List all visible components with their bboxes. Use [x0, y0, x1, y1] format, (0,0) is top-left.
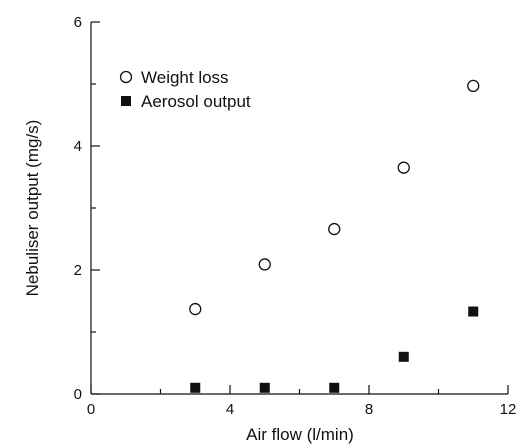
x-tick-label: 8 [365, 401, 373, 418]
y-tick-label: 4 [74, 138, 82, 155]
x-tick-label: 0 [87, 401, 95, 418]
legend: Weight loss Aerosol output [119, 68, 251, 111]
legend-marker-weight-loss [119, 70, 133, 84]
legend-label-weight-loss: Weight loss [141, 68, 229, 87]
x-tick-label: 12 [500, 401, 517, 418]
y-tick-label: 2 [74, 262, 82, 279]
aerosol-output-point [329, 382, 340, 393]
aerosol-output-point [259, 382, 270, 393]
legend-marker-aerosol-output [121, 96, 131, 106]
weight-loss-point [189, 302, 202, 316]
y-tick-label: 0 [74, 386, 82, 403]
x-tick-label: 4 [226, 401, 234, 418]
weight-loss-point [328, 222, 341, 236]
weight-loss-point [258, 258, 271, 271]
ticks: 0 4 8 12 0 2 4 6 [74, 14, 517, 418]
aerosol-output-point [468, 306, 479, 317]
aerosol-output-point [190, 382, 201, 393]
legend-label-aerosol-output: Aerosol output [141, 92, 251, 111]
y-axis-title: Nebuliser output (mg/s) [23, 120, 42, 297]
weight-loss-point [397, 161, 410, 174]
aerosol-output-point [398, 351, 409, 362]
weight-loss-point [467, 79, 480, 93]
x-axis-title: Air flow (l/min) [246, 425, 354, 444]
data-points [189, 79, 480, 393]
y-tick-label: 6 [74, 14, 82, 31]
